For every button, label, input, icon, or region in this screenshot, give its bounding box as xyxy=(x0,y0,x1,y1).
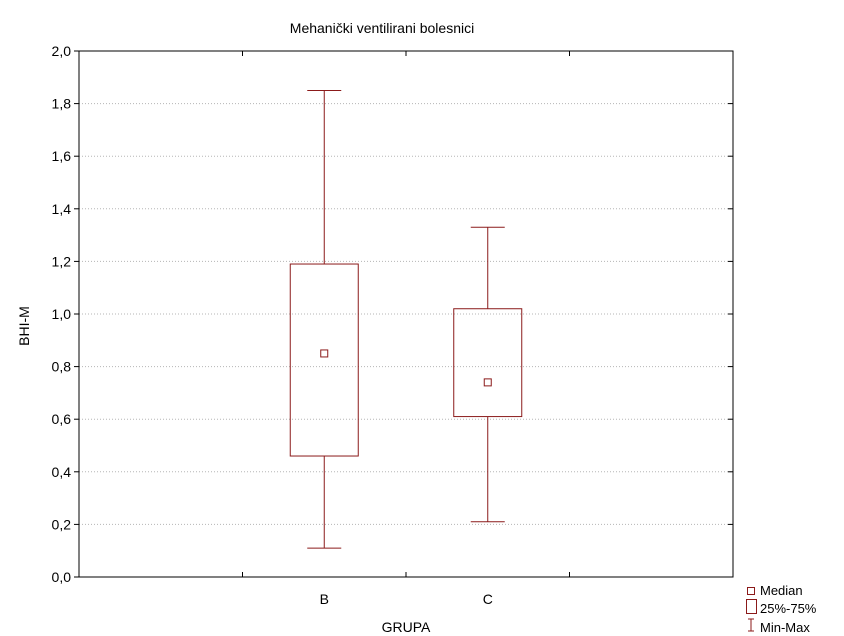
y-tick-label: 0,4 xyxy=(52,464,72,480)
y-tick-label: 1,8 xyxy=(52,96,72,112)
legend-item-quartile-box: 25%-75% xyxy=(746,599,816,618)
y-tick-label: 0,6 xyxy=(52,411,72,427)
y-tick-label: 1,6 xyxy=(52,148,72,164)
whisker-marker-icon xyxy=(746,618,756,636)
chart-title: Mehanički ventilirani bolesnici xyxy=(289,20,475,36)
median-marker xyxy=(320,349,329,358)
x-tick-label: B xyxy=(320,591,329,607)
boxes xyxy=(289,89,523,549)
y-tick-label: 0,8 xyxy=(52,359,72,375)
y-tick-label: 0,0 xyxy=(52,569,72,585)
legend-label-quartile-box: 25%-75% xyxy=(760,601,817,616)
legend-item-min-max: Min-Max xyxy=(746,618,816,636)
y-tick-label: 1,2 xyxy=(52,253,72,269)
box-marker-icon xyxy=(746,599,757,618)
quartile-box xyxy=(289,263,359,457)
median-marker xyxy=(483,378,492,387)
legend: Median 25%-75% Min-Max xyxy=(746,582,816,636)
median-marker-icon xyxy=(746,582,756,599)
gridlines xyxy=(79,103,733,525)
box-group-b xyxy=(289,89,359,549)
x-axis-label: GRUPA xyxy=(381,619,431,635)
y-tick-label: 1,4 xyxy=(52,201,72,217)
legend-label-min-max: Min-Max xyxy=(760,619,810,635)
legend-label-median: Median xyxy=(760,583,803,598)
box-group-c xyxy=(453,226,523,523)
y-tick-label: 1,0 xyxy=(52,306,72,322)
x-tick-label: C xyxy=(483,591,493,607)
legend-item-median: Median xyxy=(746,582,816,599)
y-tick-label: 2,0 xyxy=(52,43,72,59)
y-axis-label: BHI-M xyxy=(16,306,32,346)
y-axis: 0,0 0,2 0,4 0,6 0,8 1,0 1,2 1,4 1,6 1,8 2,0 xyxy=(52,43,733,585)
y-tick-label: 0,2 xyxy=(52,516,72,532)
quartile-box xyxy=(453,308,523,418)
